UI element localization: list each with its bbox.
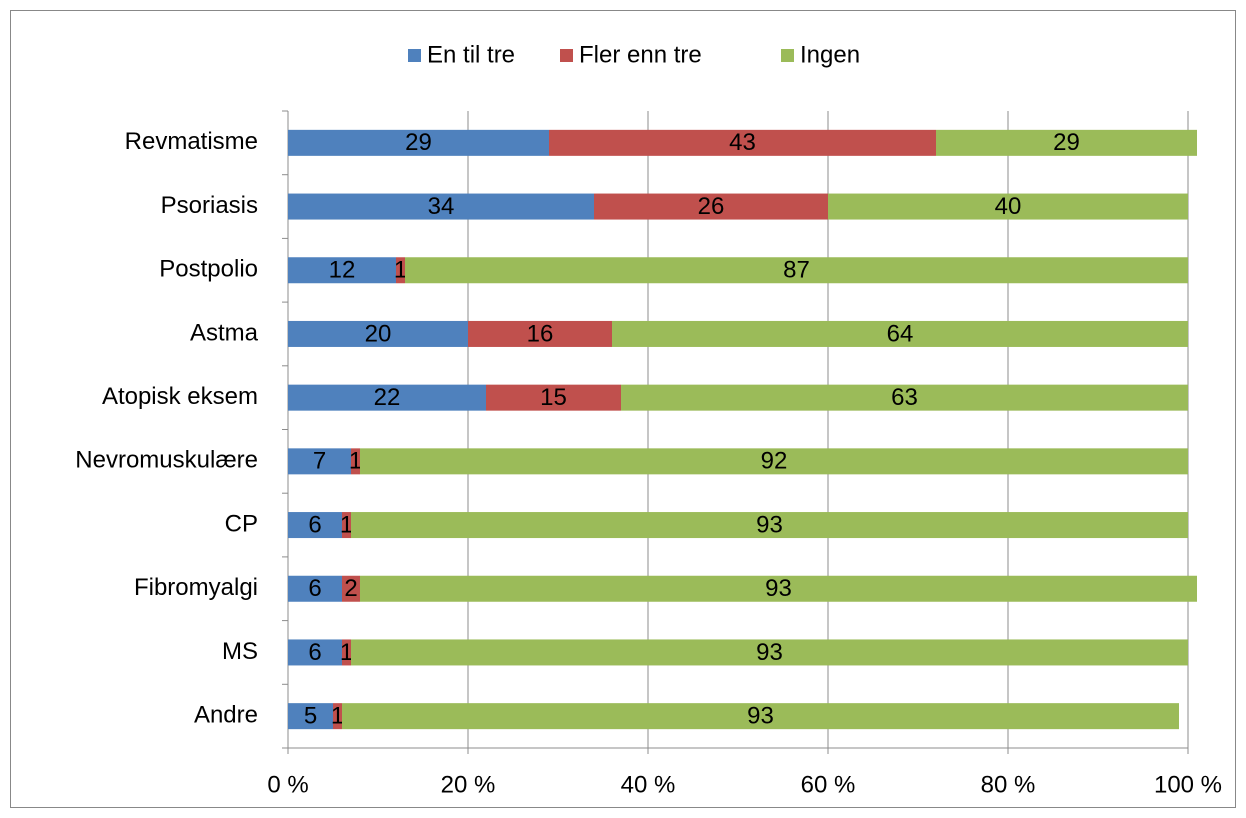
bar-segment	[288, 703, 333, 730]
bar-segment	[288, 257, 396, 284]
data-label: 26	[698, 193, 725, 220]
y-tick-label: Fibromyalgi	[134, 574, 258, 601]
bar-segment	[405, 257, 1188, 284]
bar-segment	[351, 512, 1188, 539]
bar-segment	[621, 384, 1188, 411]
data-label: 93	[747, 702, 774, 729]
bar-segment	[468, 320, 612, 347]
bar-segment	[288, 320, 468, 347]
bar-segment	[288, 448, 351, 475]
y-tick-label: Postpolio	[159, 256, 258, 283]
bar-segment	[396, 257, 405, 284]
data-label: 1	[340, 639, 353, 666]
bar-segment	[342, 639, 351, 666]
y-tick-label: Revmatisme	[125, 128, 258, 155]
y-tick-label: Andre	[194, 701, 258, 728]
bar-segment	[612, 320, 1188, 347]
data-label: 93	[756, 639, 783, 666]
legend-label: En til tre	[427, 41, 515, 68]
bar-segment	[342, 512, 351, 539]
data-label: 1	[394, 257, 407, 284]
bar-segment	[351, 639, 1188, 666]
legend-swatch	[560, 49, 573, 62]
y-tick-label: MS	[222, 638, 258, 665]
bar-segment	[828, 193, 1188, 220]
x-tick-label: 100 %	[1154, 771, 1222, 798]
x-tick-label: 80 %	[981, 771, 1036, 798]
bar-segment	[333, 703, 342, 730]
data-label: 40	[995, 193, 1022, 220]
legend-swatch	[408, 49, 421, 62]
bar-segment	[351, 448, 360, 475]
data-label: 1	[349, 448, 362, 475]
y-tick-label: Astma	[190, 319, 259, 346]
data-label: 6	[308, 639, 321, 666]
data-label: 6	[308, 511, 321, 538]
y-tick-label: Atopisk eksem	[102, 383, 258, 410]
x-tick-label: 20 %	[441, 771, 496, 798]
bar-segment	[288, 512, 342, 539]
x-tick-label: 0 %	[267, 771, 308, 798]
bar-segment	[288, 129, 549, 156]
data-label: 63	[891, 384, 918, 411]
data-label: 20	[365, 320, 392, 347]
y-tick-label: CP	[225, 510, 258, 537]
data-label: 87	[783, 257, 810, 284]
bar-segment	[360, 448, 1188, 475]
legend-label: Ingen	[800, 41, 860, 68]
y-tick-label: Psoriasis	[161, 192, 258, 219]
bar-segment	[594, 193, 828, 220]
bar-segment	[288, 575, 342, 602]
x-tick-label: 40 %	[621, 771, 676, 798]
data-label: 34	[428, 193, 455, 220]
data-label: 64	[887, 320, 914, 347]
data-label: 92	[761, 448, 788, 475]
bar-segment	[360, 575, 1197, 602]
bar-segment	[342, 703, 1179, 730]
bar-segment	[549, 129, 936, 156]
data-label: 93	[765, 575, 792, 602]
legend-swatch	[781, 49, 794, 62]
data-label: 1	[331, 702, 344, 729]
data-label: 12	[329, 257, 356, 284]
bar-segment	[486, 384, 621, 411]
data-label: 7	[313, 448, 326, 475]
data-label: 5	[304, 702, 317, 729]
data-label: 29	[1053, 129, 1080, 156]
data-label: 6	[308, 575, 321, 602]
data-label: 1	[340, 511, 353, 538]
y-tick-label: Nevromuskulære	[75, 447, 258, 474]
legend-label: Fler enn tre	[579, 41, 702, 68]
data-label: 43	[729, 129, 756, 156]
bar-segment	[936, 129, 1197, 156]
data-label: 93	[756, 511, 783, 538]
bar-segment	[288, 384, 486, 411]
bar-segment	[288, 639, 342, 666]
data-label: 15	[540, 384, 567, 411]
x-tick-label: 60 %	[801, 771, 856, 798]
data-label: 29	[405, 129, 432, 156]
data-label: 22	[374, 384, 401, 411]
bar-segment	[288, 193, 594, 220]
data-label: 16	[527, 320, 554, 347]
data-label: 2	[344, 575, 357, 602]
bar-segment	[342, 575, 360, 602]
